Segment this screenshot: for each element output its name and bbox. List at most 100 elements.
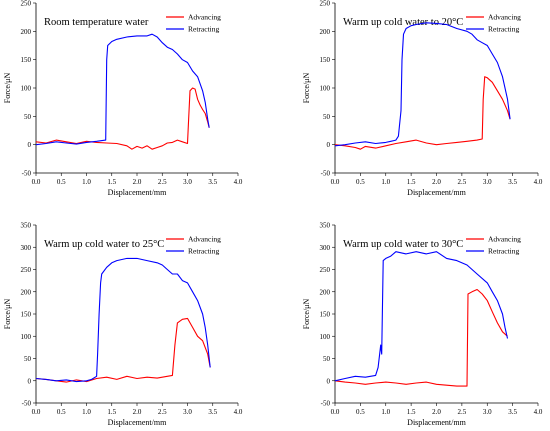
x-tick-label: 0.0: [331, 408, 340, 416]
legend-label-retracting: Retracting: [188, 247, 219, 256]
x-tick-label: 3.5: [208, 178, 217, 186]
y-tick-label: 300: [21, 244, 32, 252]
x-tick-label: 3.5: [208, 408, 217, 416]
x-tick-label: 2.0: [133, 408, 142, 416]
x-tick-label: 3.0: [483, 408, 492, 416]
y-tick-label: 50: [323, 113, 331, 121]
x-axis-label: Displacement/mm: [407, 188, 466, 197]
y-tick-label: 150: [320, 56, 331, 64]
chart-panel-2: 0.0 0.5 1.0 1.5 2.0 2.5 3.0 3.5 4.0 -50 0 50 100 150 2…: [302, 0, 543, 197]
y-tick-label: 150: [21, 56, 32, 64]
x-tick-label: 4.0: [534, 408, 543, 416]
x-tick-label: 1.5: [107, 178, 116, 186]
x-axis-label: Displacement/mm: [407, 418, 466, 427]
x-tick-label: 1.5: [407, 178, 416, 186]
y-axis-label: Force/μN: [3, 299, 12, 330]
y-tick-label: 200: [320, 288, 331, 296]
x-tick-label: 2.5: [158, 408, 167, 416]
y-tick-label: 250: [21, 0, 32, 8]
y-tick-label: 250: [320, 266, 331, 274]
x-tick-label: 2.0: [432, 408, 441, 416]
y-tick-label: -50: [321, 400, 331, 408]
x-tick-label: 3.5: [508, 408, 517, 416]
legend-label-retracting: Retracting: [488, 247, 519, 256]
x-tick-label: 0.0: [32, 178, 41, 186]
y-tick-label: 0: [327, 141, 331, 149]
y-axis-label: Force/μN: [302, 73, 311, 104]
y-tick-label: 0: [28, 377, 32, 385]
series-line-retracting: [334, 22, 511, 147]
x-tick-label: 1.0: [381, 178, 390, 186]
series-line-advancing: [334, 76, 511, 150]
x-tick-label: 2.0: [432, 178, 441, 186]
legend-label-retracting: Retracting: [188, 25, 219, 34]
x-axis-label: Displacement/mm: [108, 418, 167, 427]
y-tick-label: 250: [21, 266, 32, 274]
x-tick-label: 3.0: [183, 408, 192, 416]
y-tick-label: 200: [320, 28, 331, 36]
x-tick-label: 0.0: [331, 178, 340, 186]
x-tick-label: 0.0: [32, 408, 41, 416]
legend-label-advancing: Advancing: [188, 235, 221, 244]
x-tick-label: 0.5: [57, 408, 66, 416]
x-tick-label: 2.0: [133, 178, 142, 186]
x-tick-label: 2.5: [158, 178, 167, 186]
x-tick-label: 1.5: [407, 408, 416, 416]
x-tick-label: 0.5: [356, 408, 365, 416]
y-tick-label: 0: [28, 141, 32, 149]
legend-label-advancing: Advancing: [188, 13, 221, 22]
y-tick-label: 350: [320, 222, 331, 230]
series-line-retracting: [35, 257, 211, 383]
y-tick-label: -50: [22, 400, 32, 408]
series-line-advancing: [35, 87, 210, 150]
x-tick-label: 0.5: [57, 178, 66, 186]
chart-panel-3: 0.0 0.5 1.0 1.5 2.0 2.5 3.0 3.5 4.0 -50 0 50 100 150 2…: [3, 222, 243, 428]
y-axis-label: Force/μN: [3, 73, 12, 104]
y-tick-label: 50: [24, 355, 32, 363]
x-tick-label: 2.5: [458, 408, 467, 416]
series-line-retracting: [35, 33, 210, 146]
x-tick-label: 3.5: [508, 178, 517, 186]
y-tick-label: 200: [21, 288, 32, 296]
y-tick-label: 50: [24, 113, 32, 121]
legend-label-retracting: Retracting: [488, 25, 519, 34]
x-tick-label: 1.0: [381, 408, 390, 416]
y-axis-label: Force/μN: [302, 299, 311, 330]
y-tick-label: 200: [21, 28, 32, 36]
chart-title: Warm up cold water to 25°C: [44, 239, 164, 250]
y-tick-label: 350: [21, 222, 32, 230]
chart-title: Warm up cold water to 30°C: [343, 239, 463, 250]
y-tick-label: 250: [320, 0, 331, 8]
y-tick-label: 100: [320, 333, 331, 341]
x-tick-label: 0.5: [356, 178, 365, 186]
series-line-advancing: [35, 317, 211, 383]
y-tick-label: 150: [320, 311, 331, 319]
x-tick-label: 3.0: [483, 178, 492, 186]
y-tick-label: 100: [21, 85, 32, 93]
y-tick-label: 300: [320, 244, 331, 252]
chart-panel-4: 0.0 0.5 1.0 1.5 2.0 2.5 3.0 3.5 4.0 -50 0 50 100 150 2…: [302, 222, 543, 428]
chart-title: Warm up cold water to 20°C: [343, 17, 463, 28]
x-tick-label: 4.0: [534, 178, 543, 186]
y-tick-label: 50: [323, 355, 331, 363]
x-tick-label: 2.5: [458, 178, 467, 186]
y-tick-label: 100: [21, 333, 32, 341]
x-tick-label: 1.0: [82, 178, 91, 186]
x-tick-label: 1.5: [107, 408, 116, 416]
legend-label-advancing: Advancing: [488, 13, 521, 22]
x-tick-label: 4.0: [234, 178, 243, 186]
x-tick-label: 3.0: [183, 178, 192, 186]
series-line-advancing: [334, 288, 508, 387]
series-line-retracting: [334, 251, 509, 382]
y-tick-label: 0: [327, 377, 331, 385]
chart-panel-1: 0.0 0.5 1.0 1.5 2.0 2.5 3.0 3.5 4.0 -50 0 50 100 150 2…: [3, 0, 243, 197]
y-tick-label: -50: [321, 170, 331, 178]
x-axis-label: Displacement/mm: [108, 188, 167, 197]
x-tick-label: 4.0: [234, 408, 243, 416]
y-tick-label: -50: [22, 170, 32, 178]
legend-label-advancing: Advancing: [488, 235, 521, 244]
x-tick-label: 1.0: [82, 408, 91, 416]
y-tick-label: 100: [320, 85, 331, 93]
